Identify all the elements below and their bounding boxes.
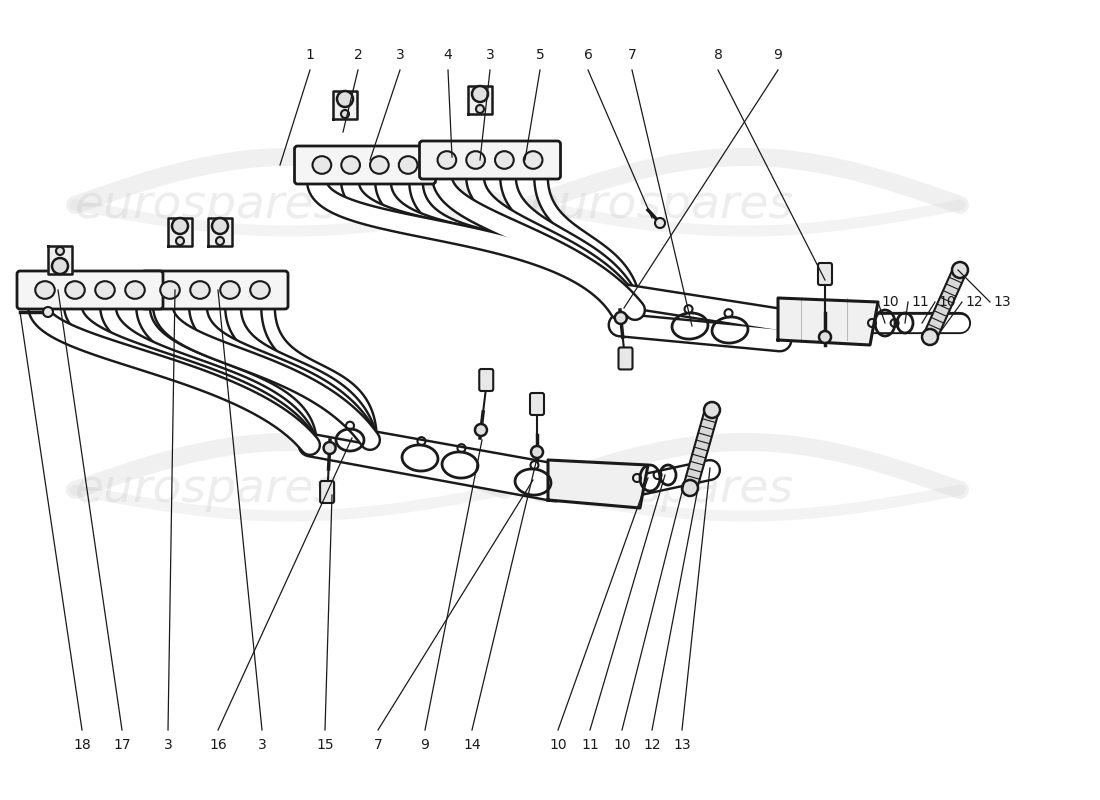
Polygon shape [468, 86, 492, 114]
Ellipse shape [370, 156, 388, 174]
Text: 12: 12 [644, 738, 661, 752]
FancyBboxPatch shape [16, 271, 163, 309]
Circle shape [212, 218, 228, 234]
Circle shape [337, 91, 353, 107]
Ellipse shape [220, 282, 240, 299]
Circle shape [682, 480, 698, 496]
FancyBboxPatch shape [295, 146, 436, 184]
Text: 7: 7 [374, 738, 383, 752]
Text: 3: 3 [257, 738, 266, 752]
Ellipse shape [399, 156, 418, 174]
Text: 8: 8 [714, 48, 723, 62]
Ellipse shape [96, 282, 114, 299]
Text: eurospares: eurospares [75, 182, 339, 227]
Text: 3: 3 [396, 48, 405, 62]
Text: 10: 10 [938, 295, 956, 309]
Text: 12: 12 [965, 295, 982, 309]
Circle shape [43, 307, 53, 317]
Ellipse shape [190, 282, 210, 299]
Ellipse shape [251, 282, 270, 299]
Polygon shape [168, 218, 192, 246]
Circle shape [52, 258, 68, 274]
Text: 2: 2 [353, 48, 362, 62]
Circle shape [475, 424, 487, 436]
Text: 14: 14 [463, 738, 481, 752]
Text: 11: 11 [911, 295, 928, 309]
Polygon shape [548, 460, 648, 508]
FancyBboxPatch shape [320, 481, 334, 503]
Polygon shape [683, 408, 718, 490]
Text: eurospares: eurospares [530, 467, 794, 513]
Text: 17: 17 [113, 738, 131, 752]
Text: eurospares: eurospares [75, 467, 339, 513]
Text: 13: 13 [673, 738, 691, 752]
Circle shape [341, 110, 349, 118]
Circle shape [704, 402, 720, 418]
Circle shape [172, 218, 188, 234]
Text: 13: 13 [993, 295, 1011, 309]
Text: 6: 6 [584, 48, 593, 62]
Text: 3: 3 [485, 48, 494, 62]
FancyBboxPatch shape [142, 271, 288, 309]
Text: 9: 9 [773, 48, 782, 62]
FancyBboxPatch shape [618, 347, 632, 370]
Circle shape [654, 218, 666, 228]
Ellipse shape [35, 282, 55, 299]
Circle shape [952, 262, 968, 278]
Text: 10: 10 [613, 738, 630, 752]
Circle shape [476, 105, 484, 113]
Circle shape [323, 442, 336, 454]
Text: 10: 10 [549, 738, 566, 752]
Circle shape [176, 237, 184, 245]
Text: 15: 15 [316, 738, 333, 752]
Text: 7: 7 [628, 48, 637, 62]
Circle shape [56, 247, 64, 255]
Text: 4: 4 [443, 48, 452, 62]
Polygon shape [333, 91, 358, 119]
Text: 10: 10 [881, 295, 899, 309]
Ellipse shape [161, 282, 179, 299]
Ellipse shape [125, 282, 145, 299]
Text: 5: 5 [536, 48, 544, 62]
Polygon shape [924, 267, 967, 340]
FancyBboxPatch shape [419, 141, 561, 179]
Ellipse shape [312, 156, 331, 174]
Circle shape [615, 312, 627, 324]
FancyBboxPatch shape [530, 393, 544, 415]
Ellipse shape [495, 151, 514, 169]
Ellipse shape [65, 282, 85, 299]
Text: eurospares: eurospares [530, 182, 794, 227]
Text: 18: 18 [73, 738, 91, 752]
Circle shape [472, 86, 488, 102]
Ellipse shape [438, 151, 456, 169]
Text: 9: 9 [420, 738, 429, 752]
Circle shape [531, 446, 543, 458]
Polygon shape [48, 246, 72, 274]
Ellipse shape [524, 151, 542, 169]
FancyBboxPatch shape [480, 369, 493, 391]
Text: 11: 11 [581, 738, 598, 752]
Ellipse shape [341, 156, 360, 174]
Polygon shape [778, 298, 878, 345]
Ellipse shape [466, 151, 485, 169]
Text: 16: 16 [209, 738, 227, 752]
Circle shape [820, 331, 830, 343]
Circle shape [922, 329, 938, 345]
FancyBboxPatch shape [818, 263, 832, 285]
Circle shape [216, 237, 224, 245]
Polygon shape [208, 218, 232, 246]
Text: 3: 3 [164, 738, 173, 752]
Text: 1: 1 [306, 48, 315, 62]
